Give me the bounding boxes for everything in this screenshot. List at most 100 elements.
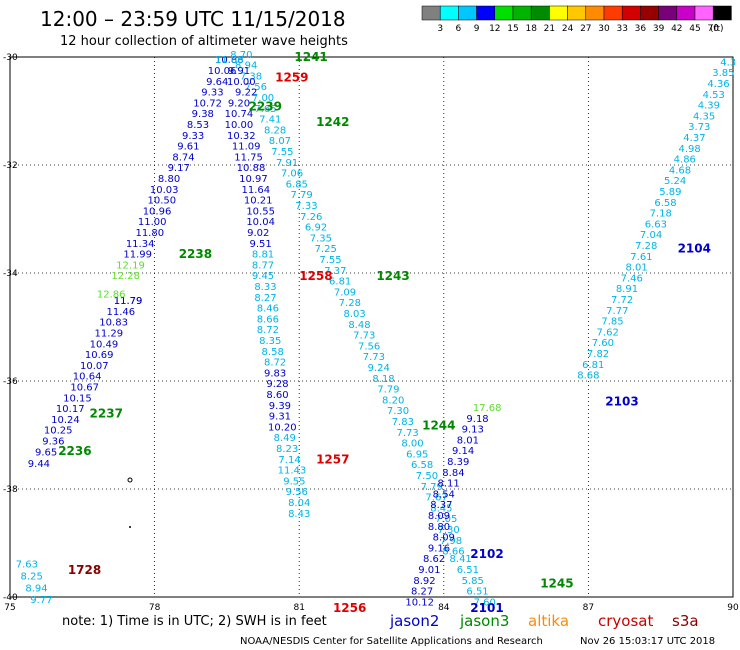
swh-value: 7.00 xyxy=(252,93,274,104)
swh-value: 12.86 xyxy=(97,290,126,301)
swh-value: 10.04 xyxy=(246,217,275,228)
swh-value: 10.00 xyxy=(227,77,256,88)
swh-value: 11.06 xyxy=(215,55,244,66)
swh-value: 10.06 xyxy=(208,66,237,77)
swh-value: 10.88 xyxy=(215,55,244,66)
swh-value: 4.3 xyxy=(720,57,736,68)
pass-label: 1241 xyxy=(294,50,327,64)
plot-grid xyxy=(10,57,733,597)
chart-subtitle: 12 hour collection of altimeter wave hei… xyxy=(60,34,348,49)
swh-value: 8.80 xyxy=(158,174,180,185)
swh-value: 7.33 xyxy=(295,201,317,212)
swh-value: 7.72 xyxy=(611,295,633,306)
swh-value: 9.61 xyxy=(177,142,199,153)
swh-value: 10.25 xyxy=(44,426,73,437)
swh-value: 7.73 xyxy=(363,352,385,363)
swh-value: 9.02 xyxy=(247,228,269,239)
satellite-legend-item: s3a xyxy=(672,612,699,630)
swh-value: 7.56 xyxy=(245,82,267,93)
swh-value: 8.45 xyxy=(430,503,452,514)
scale-label: 42 xyxy=(671,24,682,34)
satellite-legend: jason2 jason3 altika cryosat s3a xyxy=(389,612,699,630)
swh-value: 9.38 xyxy=(192,109,214,120)
swh-value: 7.09 xyxy=(334,287,356,298)
scale-swatch xyxy=(694,5,714,21)
color-scale-legend: 3 6 9 12 15 18 21 24 27 30 33 36 39 42 45 70 xyxy=(421,5,732,34)
swh-value: 6.81 xyxy=(582,360,604,371)
swh-value: 4.39 xyxy=(698,101,720,112)
swh-value: 7.26 xyxy=(300,212,322,223)
swh-value: 9.24 xyxy=(368,363,390,374)
swh-value: 9.13 xyxy=(462,425,484,436)
swh-value: 8.20 xyxy=(382,395,404,406)
island-marker xyxy=(127,477,133,483)
scale-swatch xyxy=(439,5,459,21)
scale-swatch xyxy=(567,5,587,21)
satellite-legend-item: altika xyxy=(528,612,569,630)
swh-value: 7.63 xyxy=(16,560,38,571)
scale-label: 39 xyxy=(653,24,665,34)
swh-value: 8.28 xyxy=(264,125,286,136)
swh-value: 8.43 xyxy=(288,509,310,520)
swh-value: 11.75 xyxy=(234,152,263,163)
swh-value: 10.07 xyxy=(80,361,109,372)
scale-swatch xyxy=(549,5,568,21)
swh-value: 9.51 xyxy=(250,239,272,250)
swh-value: 8.80 xyxy=(428,522,450,533)
swh-value: 8.81 xyxy=(252,250,274,261)
swh-value: 7.60 xyxy=(592,338,614,349)
pass-label: 2101 xyxy=(470,601,503,615)
swh-value: 7.79 xyxy=(421,482,443,493)
swh-value: 12.19 xyxy=(116,260,145,271)
swh-value: 7.98 xyxy=(440,536,462,547)
swh-value: 6.58 xyxy=(654,198,676,209)
swh-value: 9.20 xyxy=(228,98,250,109)
swh-value: 7.30 xyxy=(437,525,459,536)
swh-value: 7.04 xyxy=(640,230,662,241)
pass-label: 2237 xyxy=(90,406,123,420)
swh-value: 7.55 xyxy=(271,147,293,158)
swh-value: 7.91 xyxy=(276,158,298,169)
scale-swatch xyxy=(640,5,659,21)
island-dot xyxy=(129,526,131,528)
scale-label: 21 xyxy=(544,24,555,34)
swh-value: 3.85 xyxy=(712,68,734,79)
swh-value: 7.60 xyxy=(474,597,496,608)
swh-value: 6.63 xyxy=(645,219,667,230)
swh-value: 7.28 xyxy=(339,298,361,309)
swh-value: 8.18 xyxy=(372,374,394,385)
swh-value: 9.91 xyxy=(228,66,250,77)
satellite-legend-item: jason3 xyxy=(459,612,509,630)
pass-label: 1256 xyxy=(333,601,366,615)
swh-value: 7.67 xyxy=(425,493,447,504)
footer-credit: NOAA/NESDIS Center for Satellite Applica… xyxy=(240,636,543,647)
swh-value: 9.65 xyxy=(35,447,57,458)
chart-title: 12:00 – 23:59 UTC 11/15/2018 xyxy=(40,7,346,31)
swh-value: 7.77 xyxy=(606,306,628,317)
swh-value: 6.81 xyxy=(329,277,351,288)
swh-value: 10.88 xyxy=(237,163,266,174)
swh-value: 8.53 xyxy=(187,120,209,131)
swh-value: 4.53 xyxy=(703,90,725,101)
swh-value: 10.12 xyxy=(405,597,434,608)
swh-value: 11.64 xyxy=(241,185,270,196)
swh-value: 8.09 xyxy=(433,533,455,544)
swh-value: 8.68 xyxy=(577,371,599,382)
y-tick-label: -38 xyxy=(3,485,18,495)
swh-value: 9.17 xyxy=(168,163,190,174)
swh-value: 8.00 xyxy=(401,439,423,450)
swh-value: 7.85 xyxy=(601,317,623,328)
swh-value: 8.41 xyxy=(450,554,472,565)
swh-value: 8.35 xyxy=(259,336,281,347)
swh-value: 9.01 xyxy=(418,565,440,576)
swh-value: 7.05 xyxy=(435,514,457,525)
pass-label: 2236 xyxy=(58,444,91,458)
swh-value: 8.74 xyxy=(172,152,194,163)
swh-value: 8.77 xyxy=(252,260,274,271)
swh-value: 11.09 xyxy=(232,142,261,153)
swh-value: 7.79 xyxy=(290,190,312,201)
swh-value: 6.92 xyxy=(305,223,327,234)
pass-label: 1257 xyxy=(316,452,349,466)
pass-label: 1242 xyxy=(316,115,349,129)
swh-value: 8.01 xyxy=(457,435,479,446)
